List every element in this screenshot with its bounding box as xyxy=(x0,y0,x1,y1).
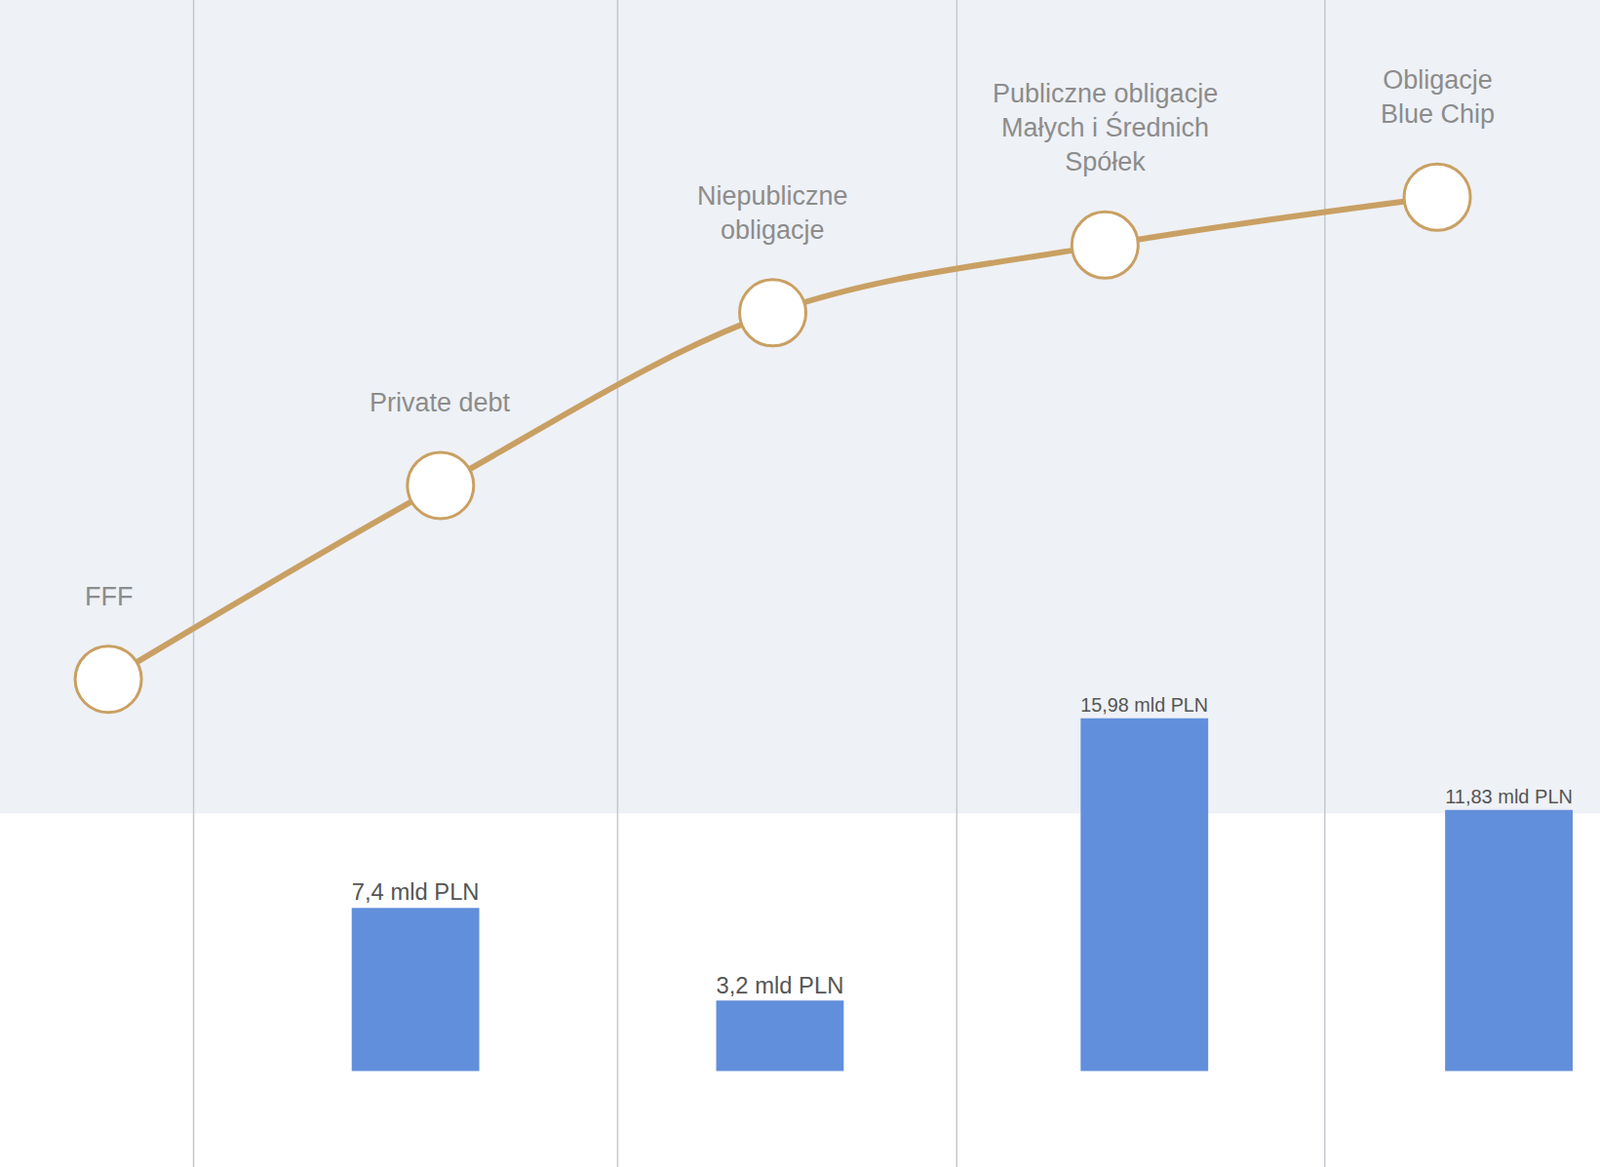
svg-text:3,2 mld PLN: 3,2 mld PLN xyxy=(716,972,845,999)
svg-text:FFF: FFF xyxy=(84,582,133,612)
svg-text:11,83 mld PLN: 11,83 mld PLN xyxy=(1444,785,1573,808)
svg-text:7,4 mld PLN: 7,4 mld PLN xyxy=(351,878,480,905)
svg-text:Private debt: Private debt xyxy=(369,388,511,418)
svg-text:Niepubliczneobligacje: Niepubliczneobligacje xyxy=(697,181,849,245)
svg-text:ObligacjeBlue Chip: ObligacjeBlue Chip xyxy=(1380,65,1495,129)
svg-text:Publiczne obligacjeMałych i Śr: Publiczne obligacjeMałych i ŚrednichSpół… xyxy=(992,78,1218,177)
svg-text:15,98 mld PLN: 15,98 mld PLN xyxy=(1080,694,1209,716)
